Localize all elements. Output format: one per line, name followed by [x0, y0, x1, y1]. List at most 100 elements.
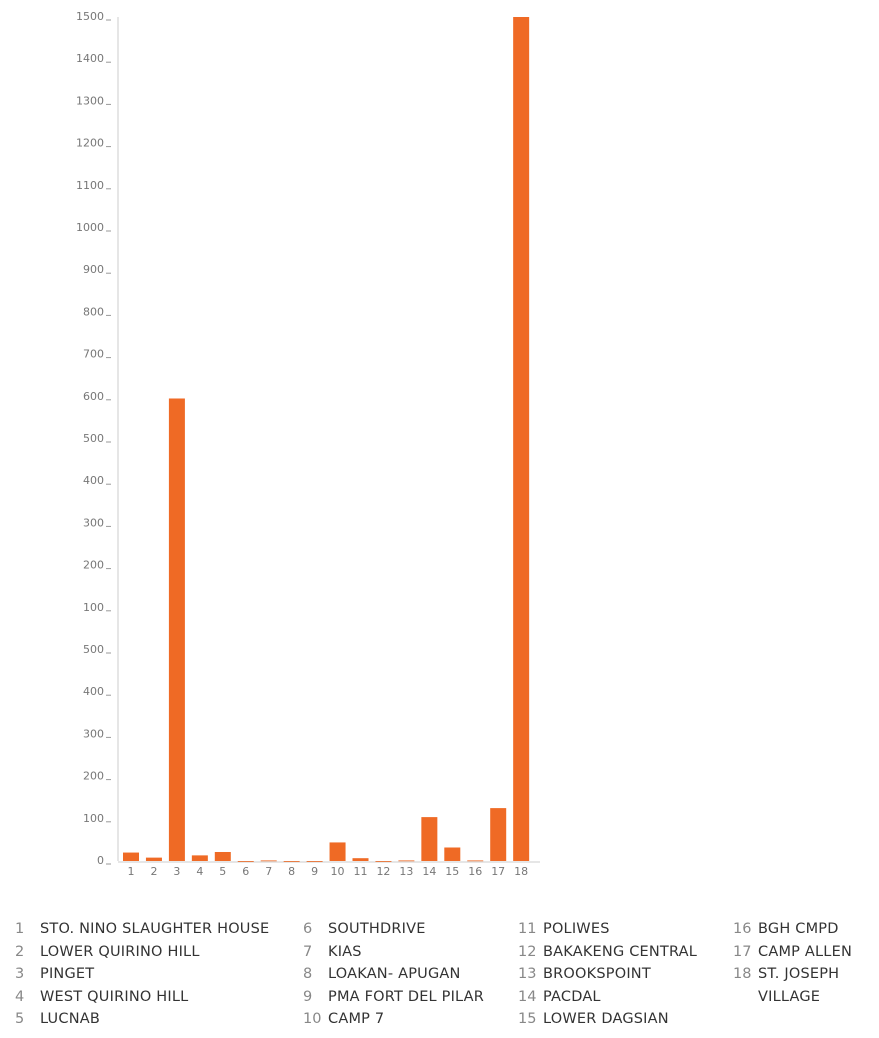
- legend-label: LUCNAB: [40, 1011, 101, 1027]
- legend-number: 9: [303, 988, 313, 1005]
- y-tick-label: 200: [83, 559, 104, 572]
- x-tick-label: 4: [196, 865, 203, 878]
- legend-label: CAMP ALLEN: [758, 943, 852, 960]
- x-tick-label: 15: [445, 865, 459, 878]
- bar: [191, 855, 208, 861]
- y-tick-label: 600: [83, 390, 104, 403]
- y-tick-label: 1400: [76, 52, 104, 65]
- bar: [145, 857, 162, 861]
- y-tick-label: 300: [83, 727, 104, 740]
- legend-item: 2 LOWER QUIRINO HILL: [15, 941, 305, 964]
- legend-item: 12 BAKAKENG CENTRAL: [518, 941, 733, 964]
- legend-item: 11 POLIWES: [518, 918, 733, 941]
- legend-label: ST. JOSEPH VILLAGE: [758, 966, 840, 1005]
- y-tick-label: 500: [83, 643, 104, 656]
- x-tick-label: 18: [514, 865, 528, 878]
- legend-label: PACDAL: [543, 988, 601, 1005]
- bar: [467, 860, 484, 862]
- legend-item: 14 PACDAL: [518, 986, 733, 1009]
- bar: [375, 861, 392, 862]
- bar: [260, 860, 277, 862]
- y-tick-label: 700: [83, 348, 104, 361]
- legend-label: PMA FORT DEL PILAR: [328, 988, 485, 1005]
- y-tick-label: 900: [83, 263, 104, 276]
- bar: [306, 861, 323, 862]
- legend-column: 11 POLIWES 12 BAKAKENG CENTRAL 13 BROOKSPOINT…: [518, 918, 733, 1031]
- legend-number: 11: [518, 921, 537, 937]
- bar: [214, 851, 231, 861]
- bar: [398, 860, 415, 862]
- legend-number: 2: [15, 943, 25, 960]
- y-tick-label: 400: [83, 685, 104, 698]
- legend-label: WEST QUIRINO HILL: [40, 988, 189, 1005]
- legend-number: 15: [518, 1011, 537, 1027]
- x-tick-label: 1: [128, 865, 135, 878]
- legend-label: BGH CMPD: [758, 921, 839, 937]
- x-tick-label: 7: [265, 865, 272, 878]
- legend-item: 7 KIAS: [303, 941, 518, 964]
- y-tick-label: 800: [83, 305, 104, 318]
- legend-item: 8 LOAKAN- APUGAN: [303, 963, 518, 986]
- legend-label: LOAKAN- APUGAN: [328, 966, 461, 982]
- y-tick-label: 1500: [76, 10, 104, 23]
- legend-label: CAMP 7: [328, 1011, 385, 1027]
- bar: [237, 861, 254, 862]
- legend-label: BAKAKENG CENTRAL: [543, 943, 698, 960]
- bar: [123, 852, 139, 861]
- x-tick-label: 9: [311, 865, 318, 878]
- y-tick-label: 1100: [76, 179, 104, 192]
- x-tick-label: 10: [331, 865, 345, 878]
- legend-column: 6 SOUTHDRIVE 7 KIAS 8 LOAKAN- APUGAN 9 PMA FORT…: [303, 918, 518, 1031]
- x-tick-label: 13: [399, 865, 413, 878]
- legend-number: 17: [733, 943, 752, 960]
- x-tick-label: 14: [422, 865, 436, 878]
- y-tick-label: 100: [83, 601, 104, 614]
- y-tick-label: 300: [83, 516, 104, 529]
- y-tick-label: 200: [83, 770, 104, 783]
- legend-label: LOWER QUIRINO HILL: [40, 943, 200, 960]
- legend-number: 7: [303, 943, 313, 960]
- y-tick-label: 100: [83, 812, 104, 825]
- x-tick-label: 5: [219, 865, 226, 878]
- bar: [444, 847, 461, 861]
- legend-item: 16 BGH CMPD: [733, 918, 873, 941]
- legend-item: 9 PMA FORT DEL PILAR: [303, 986, 518, 1009]
- legend-number: 8: [303, 966, 313, 982]
- legend-item: 6 SOUTHDRIVE: [303, 918, 518, 941]
- legend-column: 1 STO. NINO SLAUGHTER HOUSE 2 LOWER QUIRINO…: [15, 918, 305, 1031]
- legend-label: STO. NINO SLAUGHTER HOUSE: [40, 921, 270, 937]
- legend-number: 5: [15, 1011, 25, 1027]
- legend-item: 4 WEST QUIRINO HILL: [15, 986, 305, 1009]
- legend-number: 18: [733, 966, 752, 982]
- legend-item: 15 LOWER DAGSIAN: [518, 1008, 733, 1031]
- legend-column: 16 BGH CMPD 17 CAMP ALLEN 18 ST. JOSEPH VILLA…: [733, 918, 873, 1008]
- y-tick-label: 1200: [76, 137, 104, 150]
- legend-item: 3 PINGET: [15, 963, 305, 986]
- bar: [490, 808, 507, 861]
- legend-number: 6: [303, 921, 313, 937]
- bar: [283, 861, 300, 862]
- y-tick-label: 0: [97, 854, 104, 867]
- x-tick-label: 17: [491, 865, 505, 878]
- x-tick-label: 12: [376, 865, 390, 878]
- bar: [421, 817, 438, 861]
- legend-item: 13 BROOKSPOINT: [518, 963, 733, 986]
- legend-label: PINGET: [40, 966, 95, 982]
- x-tick-label: 11: [354, 865, 368, 878]
- bar: [329, 842, 346, 861]
- x-tick-label: 3: [173, 865, 180, 878]
- legend-number: 13: [518, 966, 537, 982]
- legend-label: KIAS: [328, 943, 362, 960]
- legend-label: SOUTHDRIVE: [328, 921, 426, 937]
- x-tick-label: 2: [150, 865, 157, 878]
- legend-number: 4: [15, 988, 25, 1005]
- legend-label: BROOKSPOINT: [543, 966, 651, 982]
- legend-number: 14: [518, 988, 537, 1005]
- legend-item: 5 LUCNAB: [15, 1008, 305, 1031]
- y-tick-label: 500: [83, 432, 104, 445]
- legend-item: 18 ST. JOSEPH VILLAGE: [733, 963, 873, 1008]
- legend-number: 16: [733, 921, 752, 937]
- x-tick-label: 16: [468, 865, 482, 878]
- bar: [513, 17, 530, 861]
